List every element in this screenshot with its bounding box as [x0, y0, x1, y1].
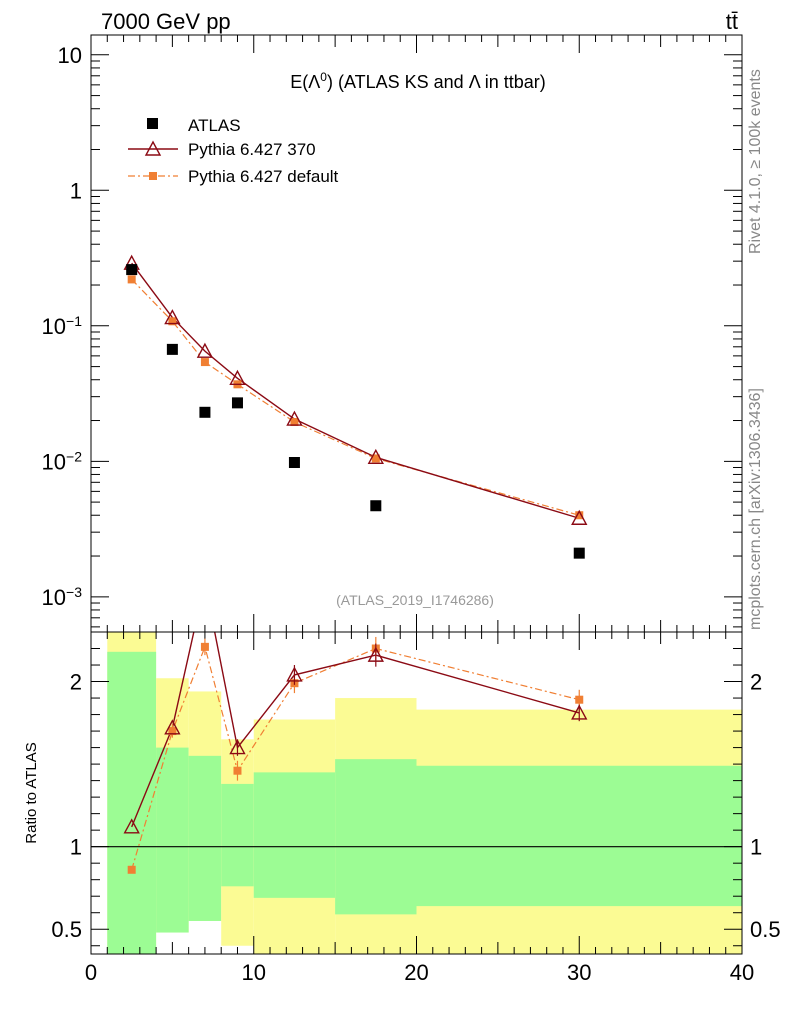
main-pythia-370-point-1 [164, 309, 181, 325]
xtick-label-0: 0 [85, 960, 97, 985]
main-atlas-point-5 [370, 500, 382, 512]
main-atlas-point-0 [126, 264, 138, 276]
main-ytick-label-0: 10−3 [42, 584, 83, 610]
main-ytick-base-2: 10 [42, 314, 66, 339]
xtick-label-3: 30 [567, 960, 591, 985]
mcplots-label: mcplots.cern.ch [arXiv:1306.3436] [747, 388, 764, 630]
ratio-ylabel: Ratio to ATLAS [23, 742, 40, 843]
legend-marker-atlas [147, 118, 158, 129]
data-points [123, 254, 588, 874]
ratio-ytick-label-right-0: 0.5 [750, 917, 781, 942]
main-pythia-370-point-5 [367, 448, 384, 465]
main-title: E(Λ0) (ATLAS KS and Λ in ttbar) [290, 70, 546, 92]
main-atlas-point-1 [166, 343, 178, 355]
ratio-pythia-default-point-1 [168, 727, 177, 736]
main-pythia-default-point-2 [200, 358, 209, 367]
band-inner-4 [253, 772, 336, 898]
analysis-watermark: (ATLAS_2019_I1746286) [336, 592, 494, 608]
band-inner-5 [335, 759, 417, 915]
ratio-pythia-370-point-6 [571, 704, 588, 720]
xtick-label-1: 10 [242, 960, 266, 985]
ratio-pythia-default-point-6 [575, 695, 584, 704]
ratio-ytick-label-left-0: 0.5 [51, 917, 82, 942]
ratio-pythia-370-point-5 [367, 646, 384, 662]
ratio-ytick-label-left-1: 1 [70, 835, 82, 860]
main-ytick-base-0: 10 [42, 585, 66, 610]
main-pythia-370-point-6 [571, 509, 588, 525]
ratio-pythia-default-point-0 [127, 865, 136, 874]
ratio-ytick-label-left-2: 2 [70, 670, 82, 695]
ratio-plot-frame [90, 631, 743, 955]
ratio-pythia-370-point-1 [164, 719, 181, 735]
ratio-ytick-label-right-1: 1 [750, 835, 762, 860]
main-pythia-default-line [131, 278, 580, 516]
main-title-sup: 0 [320, 70, 327, 84]
main-ytick-exp-2: −1 [66, 313, 82, 329]
ratio-pythia-default-point-3 [233, 766, 242, 775]
ratio-uncertainty-bands [107, 632, 742, 954]
main-ytick-label-1: 10−2 [42, 448, 83, 474]
main-ytick-label-4: 10 [58, 43, 82, 68]
main-pythia-370-point-4 [286, 410, 303, 426]
main-pythia-default-point-5 [371, 454, 380, 463]
ratio-ytick-label-right-2: 2 [750, 670, 762, 695]
legend: ATLAS Pythia 6.427 370 Pythia 6.427 defa… [128, 116, 339, 186]
main-ytick-label-2: 10−1 [42, 313, 83, 339]
band-inner-6 [416, 765, 742, 907]
process-label: tt̄ [726, 9, 738, 34]
rivet-label: Rivet 4.1.0, ≥ 100k events [747, 69, 764, 254]
legend-label-atlas: ATLAS [188, 116, 241, 135]
main-pythia-default-point-4 [290, 418, 299, 427]
band-inner-1 [156, 747, 189, 933]
energy-label: 7000 GeV pp [101, 9, 231, 34]
main-atlas-point-3 [231, 397, 243, 409]
main-ytick-base-1: 10 [42, 449, 66, 474]
band-inner-2 [188, 755, 222, 921]
band-inner-3 [221, 783, 254, 887]
legend-marker-pythia-370 [144, 140, 162, 156]
main-ytick-base-4: 10 [58, 43, 82, 68]
xtick-label-4: 40 [730, 960, 754, 985]
main-atlas-point-2 [199, 406, 211, 418]
main-atlas-point-6 [573, 547, 585, 559]
legend-marker-pythia-default [149, 172, 157, 180]
ratio-pythia-370-point-0 [123, 818, 140, 834]
main-title-post: ) (ATLAS KS and Λ in ttbar) [327, 72, 546, 92]
main-ytick-label-3: 1 [70, 178, 82, 203]
main-pythia-370-point-3 [229, 369, 246, 385]
ratio-pythia-default-point-2 [200, 642, 209, 651]
main-pythia-default-point-6 [575, 511, 584, 520]
xtick-label-2: 20 [404, 960, 428, 985]
main-ytick-base-3: 1 [70, 178, 82, 203]
band-inner-0 [107, 651, 157, 954]
main-ytick-exp-0: −3 [66, 584, 82, 600]
main-ytick-exp-1: −2 [66, 448, 82, 464]
legend-label-pythia-370: Pythia 6.427 370 [188, 140, 316, 159]
main-atlas-point-4 [288, 457, 300, 469]
main-pythia-default-point-1 [168, 317, 177, 326]
main-pythia-370-line [131, 262, 580, 519]
main-pythia-370-point-2 [196, 342, 214, 358]
main-pythia-default-point-0 [127, 275, 136, 284]
ratio-pythia-370-point-4 [286, 666, 303, 682]
main-title-pre: E(Λ [290, 72, 320, 92]
ratio-pythia-370-point-3 [229, 739, 246, 755]
legend-label-pythia-default: Pythia 6.427 default [188, 167, 339, 186]
